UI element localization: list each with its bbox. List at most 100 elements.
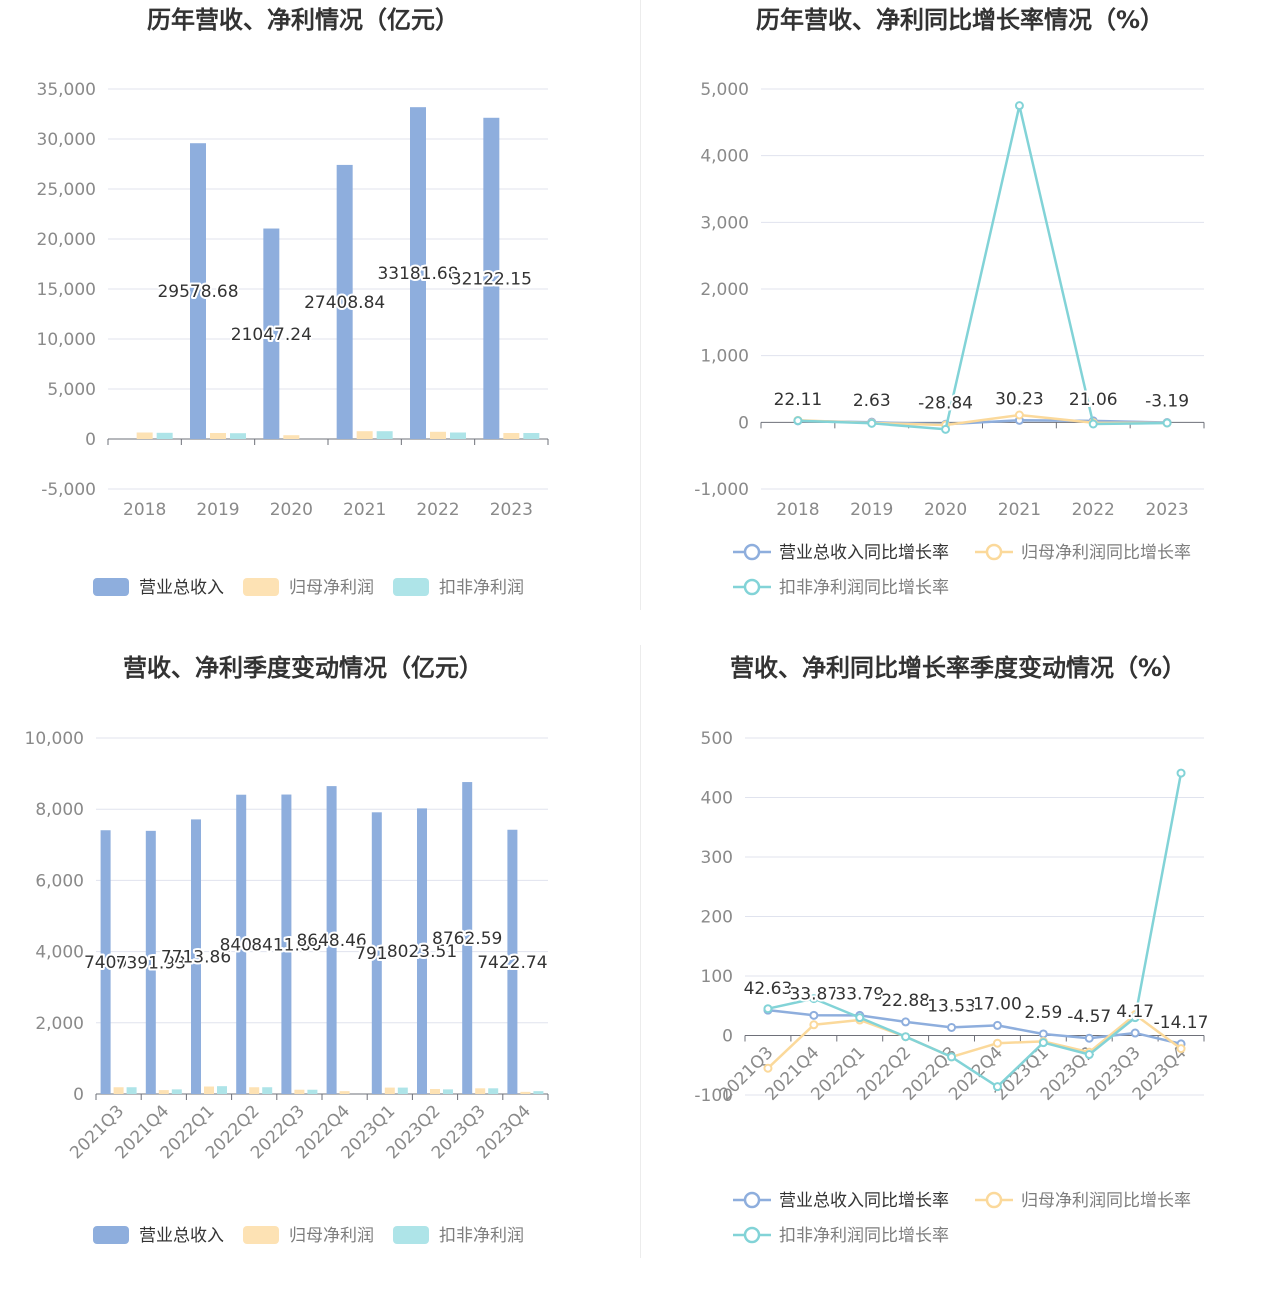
- bar: [158, 1090, 169, 1094]
- quarterly-revenue-profit-panel: 营收、净利季度变动情况（亿元） 10,000 8,000 6,000 4,000 2,00…: [0, 650, 637, 1300]
- series-line: [797, 104, 1168, 431]
- data-label: 7422.74: [477, 953, 547, 973]
- data-point: [809, 1020, 819, 1030]
- y-tick-label: 100: [701, 967, 733, 987]
- y-tick-label: 0: [73, 1085, 84, 1105]
- x-tick-label: 2018: [123, 500, 166, 520]
- bar: [236, 794, 247, 1094]
- legend-swatch: [93, 1226, 129, 1244]
- data-point: [1038, 1038, 1048, 1048]
- bar: [145, 830, 156, 1094]
- data-label: 7913: [355, 944, 398, 964]
- legend-label: 营业总收入同比增长率: [779, 1191, 949, 1211]
- legend-item: 营业总收入同比增长率: [733, 543, 949, 563]
- data-point: [992, 1082, 1002, 1092]
- legend-label: 扣非净利润同比增长率: [779, 1226, 949, 1246]
- bar: [262, 1087, 273, 1094]
- bar: [339, 1091, 350, 1094]
- chart-title: 营收、净利季度变动情况（亿元）: [123, 654, 483, 682]
- annual-growth-rate-panel: 历年营收、净利同比增长率情况（%） 5,000 4,000 3,000 2,000 1,0…: [638, 0, 1275, 650]
- y-tick-label: 5,000: [47, 380, 96, 400]
- bar: [417, 808, 427, 1094]
- data-label: -28.84: [918, 393, 973, 413]
- bar: [210, 433, 226, 439]
- data-label: 8407: [220, 935, 263, 955]
- chart-svg: 营收、净利季度变动情况（亿元） 10,000 8,000 6,000 4,000 2,00…: [25, 654, 550, 1246]
- data-label: 27408.84: [304, 293, 385, 313]
- legend-item: 营业总收入: [93, 578, 224, 598]
- y-tick-label: 5,000: [700, 80, 749, 100]
- legend-swatch: [743, 578, 761, 596]
- bar: [204, 1086, 214, 1094]
- data-point: [901, 1017, 911, 1027]
- data-point: [855, 1013, 865, 1023]
- data-point: [1088, 419, 1098, 429]
- chart-title: 历年营收、净利同比增长率情况（%）: [756, 6, 1164, 34]
- data-point: [1176, 768, 1186, 778]
- x-tick-label: 2018: [776, 500, 819, 520]
- data-label: 8648.46: [296, 931, 366, 951]
- y-tick-label: 0: [85, 430, 96, 450]
- panel-divider: [640, 645, 641, 1258]
- quarterly-growth-rate-panel: 营收、净利同比增长率季度变动情况（%） 500 400 300 200 100 0 -100 2…: [638, 650, 1275, 1300]
- bar: [171, 1089, 182, 1094]
- bar: [307, 1089, 318, 1094]
- bar: [410, 107, 426, 439]
- data-point: [1084, 1050, 1094, 1060]
- data-label: 8411.86: [251, 935, 321, 955]
- data-point: [941, 424, 951, 434]
- data-point: [1162, 418, 1172, 428]
- x-tick-label: 2019: [850, 500, 893, 520]
- legend-label: 归母净利润: [289, 578, 374, 598]
- panel-divider: [640, 0, 641, 610]
- data-label: 21047.24: [231, 325, 312, 345]
- chart-title: 历年营收、净利情况（亿元）: [147, 6, 459, 34]
- data-point: [947, 1052, 957, 1062]
- data-point: [1176, 1044, 1186, 1054]
- legend-swatch: [985, 1191, 1003, 1209]
- data-point: [901, 1032, 911, 1042]
- y-tick-label: 200: [701, 908, 733, 928]
- bar: [450, 432, 466, 439]
- legend-label: 营业总收入: [139, 1226, 224, 1246]
- bar: [503, 433, 520, 439]
- y-tick-label: 4,000: [35, 943, 84, 963]
- bar: [263, 228, 280, 439]
- legend-label: 归母净利润: [289, 1226, 374, 1246]
- y-tick-label: 2,000: [700, 280, 749, 300]
- bar: [533, 1091, 544, 1094]
- legend-label: 营业总收入同比增长率: [779, 543, 949, 563]
- legend-swatch: [393, 578, 429, 596]
- y-tick-label: 20,000: [37, 230, 96, 250]
- data-point: [809, 994, 819, 1004]
- bar: [443, 1089, 453, 1094]
- x-tick-label: 2023: [1145, 500, 1188, 520]
- y-tick-label: 15,000: [37, 280, 96, 300]
- chart-title: 营收、净利同比增长率季度变动情况（%）: [730, 654, 1186, 682]
- legend-item: 归母净利润: [243, 578, 374, 598]
- legend-swatch: [985, 543, 1003, 561]
- y-tick-label: 10,000: [25, 729, 84, 749]
- chart-svg: 历年营收、净利同比增长率情况（%） 5,000 4,000 3,000 2,000 1,0…: [694, 6, 1205, 598]
- data-label: -3.19: [1145, 392, 1189, 412]
- bar: [191, 819, 201, 1094]
- x-tick-label: 2023: [490, 500, 533, 520]
- data-point: [809, 1010, 819, 1020]
- series-line: [767, 772, 1183, 1088]
- y-tick-label: -100: [694, 1086, 733, 1106]
- data-label: 17.00: [973, 994, 1022, 1014]
- legend-item: 营业总收入同比增长率: [733, 1191, 949, 1211]
- y-tick-label: 2,000: [35, 1014, 84, 1034]
- data-point: [1084, 1033, 1094, 1043]
- bar: [126, 1087, 137, 1094]
- y-tick-label: 1,000: [700, 347, 749, 367]
- bar: [384, 1087, 395, 1094]
- data-point: [992, 1020, 1002, 1030]
- legend-swatch: [743, 543, 761, 561]
- y-tick-label: 300: [701, 848, 733, 868]
- bar: [430, 431, 446, 439]
- legend-swatch: [743, 1226, 761, 1244]
- y-tick-label: 4,000: [700, 147, 749, 167]
- x-tick-label: 2021: [998, 500, 1041, 520]
- data-label: 2.59: [1024, 1003, 1062, 1023]
